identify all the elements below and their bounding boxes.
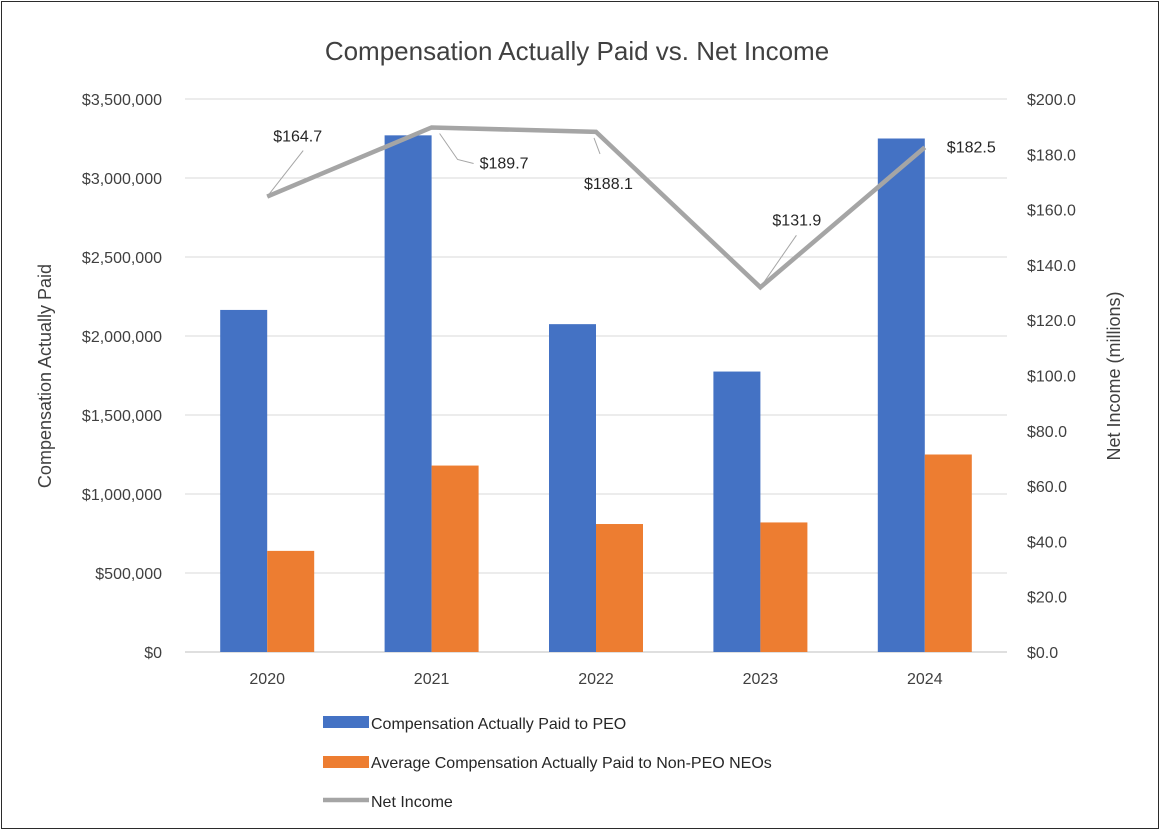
y-tick-label: $1,500,000: [82, 408, 162, 425]
net-income-data-label: $131.9: [772, 212, 821, 229]
y2-tick-label: $140.0: [1027, 258, 1076, 275]
y-tick-label: $1,000,000: [82, 487, 162, 504]
bar-peo: [220, 309, 268, 652]
y2-tick-label: $200.0: [1027, 92, 1076, 109]
label-leader-line: [266, 150, 304, 197]
bar-non-peo: [924, 454, 972, 652]
bar-peo: [384, 135, 432, 653]
net-income-line-layer: [266, 125, 927, 291]
y2-tick-label: $80.0: [1027, 424, 1067, 441]
legend-swatch-non-peo: [323, 756, 369, 768]
y2-tick-label: $60.0: [1027, 479, 1067, 496]
y-tick-label: $3,000,000: [82, 171, 162, 188]
net-income-data-label: $182.5: [947, 139, 996, 156]
legend: Compensation Actually Paid to PEO Averag…: [323, 716, 772, 811]
net-income-data-label: $164.7: [273, 129, 322, 146]
bars: [220, 135, 972, 653]
y-axis-title: Compensation Actually Paid: [35, 264, 55, 488]
net-income-data-label: $189.7: [480, 155, 529, 172]
chart-title: Compensation Actually Paid vs. Net Incom…: [325, 36, 829, 66]
x-tick-label: 2022: [578, 671, 614, 688]
y2-tick-label: $160.0: [1027, 203, 1076, 220]
tick-labels: $0 $500,000 $1,000,000 $1,500,000 $2,000,000…: [82, 92, 1076, 688]
y-tick-label: $3,500,000: [82, 92, 162, 109]
data-labels: $164.7 $189.7 $188.1 $131.9 $182.5: [266, 129, 996, 288]
bar-peo: [713, 371, 761, 652]
legend-label-non-peo: Average Compensation Actually Paid to No…: [371, 755, 772, 772]
y2-tick-label: $100.0: [1027, 369, 1076, 386]
bar-non-peo: [267, 550, 315, 652]
y2-tick-label: $0.0: [1027, 645, 1058, 662]
label-leader-line: [759, 235, 797, 288]
legend-swatch-peo: [323, 716, 369, 728]
legend-label-net-income: Net Income: [371, 794, 453, 811]
label-leader-line: [439, 133, 474, 164]
y2-tick-label: $180.0: [1027, 147, 1076, 164]
y-tick-label: $2,000,000: [82, 329, 162, 346]
y-tick-label: $0: [144, 645, 162, 662]
y-tick-label: $500,000: [95, 566, 162, 583]
x-tick-label: 2020: [249, 671, 285, 688]
bar-peo: [549, 324, 596, 652]
y-tick-label: $2,500,000: [82, 250, 162, 267]
bar-peo: [877, 138, 925, 652]
y2-tick-label: $120.0: [1027, 313, 1076, 330]
legend-label-peo: Compensation Actually Paid to PEO: [371, 716, 626, 733]
bar-non-peo: [596, 524, 643, 652]
y2-tick-label: $20.0: [1027, 590, 1067, 607]
bar-non-peo: [760, 522, 808, 652]
net-income-data-label: $188.1: [584, 176, 633, 193]
y2-axis-title: Net Income (millions): [1104, 291, 1124, 460]
y2-tick-label: $40.0: [1027, 534, 1067, 551]
net-income-line: [266, 125, 927, 291]
bar-non-peo: [431, 465, 479, 652]
x-tick-label: 2021: [414, 671, 450, 688]
label-leader-line: [593, 137, 601, 155]
x-tick-label: 2023: [743, 671, 779, 688]
x-tick-label: 2024: [907, 671, 943, 688]
